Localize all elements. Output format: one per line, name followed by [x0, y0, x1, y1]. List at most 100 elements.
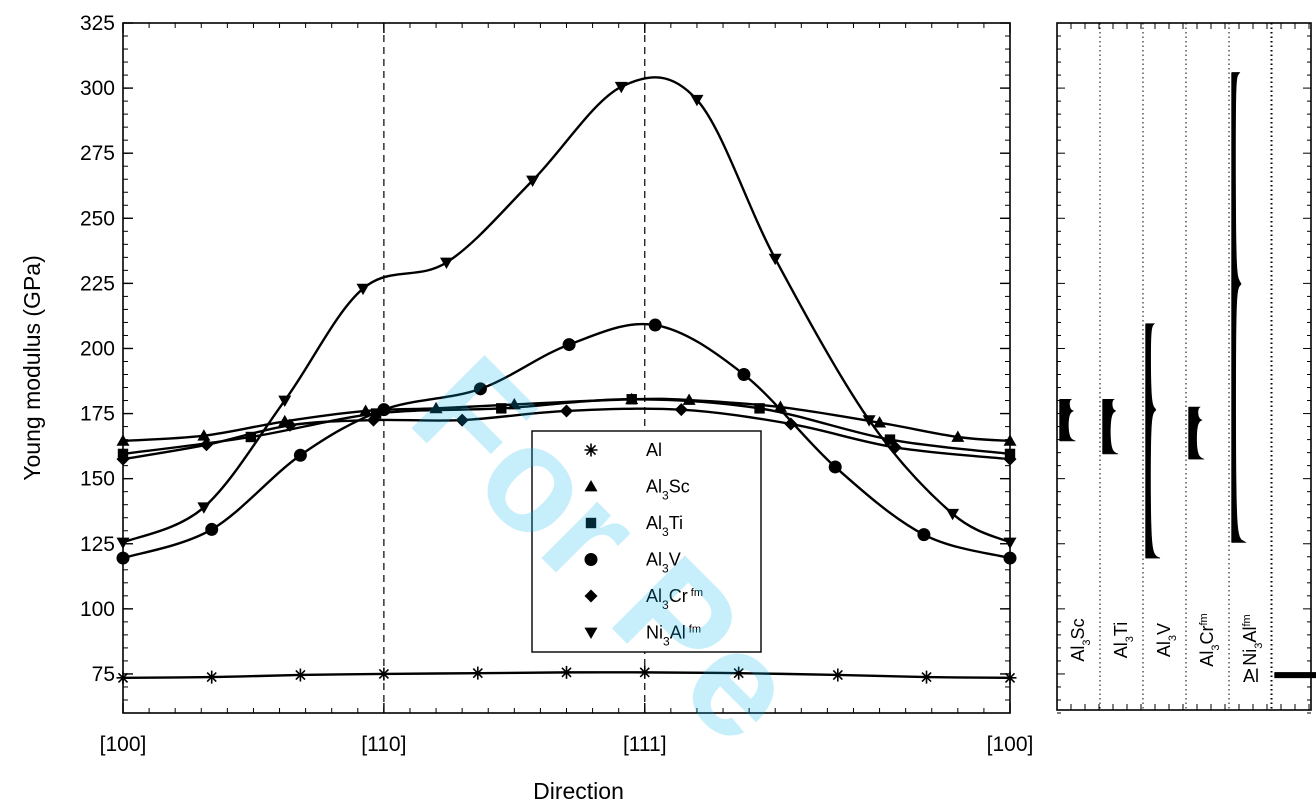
- data-point-ni3al: [439, 257, 453, 270]
- x-tick-label: [100]: [987, 733, 1034, 756]
- data-point-al: [377, 667, 391, 681]
- data-point-al3sc: [873, 416, 887, 428]
- data-point-al3v: [828, 460, 842, 474]
- y-axis-title: Young modulus (GPa): [19, 255, 45, 480]
- legend-marker-al3cr: [584, 589, 598, 603]
- data-point-ni3al: [614, 81, 628, 94]
- data-point-al3cr: [674, 403, 688, 417]
- data-point-al: [116, 671, 130, 685]
- data-point-al3v: [473, 382, 487, 396]
- data-point-al3v: [562, 338, 576, 352]
- y-tick-label: 100: [80, 598, 115, 621]
- data-point-al3sc: [951, 430, 965, 442]
- data-point-al3v: [917, 528, 931, 542]
- data-point-al: [920, 670, 934, 684]
- distribution-4: [1231, 72, 1247, 543]
- y-tick-label: 275: [80, 142, 115, 165]
- legend-box: [531, 430, 762, 653]
- legend: Al Al3Sc Al3Ti Al3V Al3Cr fm Ni3Al fm: [531, 430, 762, 653]
- side-label-2: Al3V: [1154, 623, 1179, 657]
- data-point-al3sc: [197, 429, 211, 441]
- data-point-al: [205, 670, 219, 684]
- data-point-al: [1003, 671, 1017, 685]
- distribution-5: [1274, 672, 1316, 679]
- distribution-area-0: [1059, 398, 1076, 442]
- x-tick-label: [100]: [100, 733, 147, 756]
- legend-marker-al3sc: [584, 480, 598, 492]
- data-point-al3v: [205, 522, 219, 536]
- y-tick-label: 250: [80, 207, 115, 230]
- series-al: [116, 665, 1017, 685]
- y-tick-label: 175: [80, 403, 115, 426]
- data-point-ni3al: [946, 508, 960, 521]
- main-plot: 75 100 125 150 175 200 225 250 275 300 325 [100] [11…: [19, 12, 1033, 803]
- distribution-2: [1145, 323, 1161, 559]
- data-point-al: [293, 668, 307, 682]
- data-point-al3ti: [754, 403, 765, 414]
- data-point-al3ti: [626, 394, 637, 405]
- legend-marker-al: [584, 443, 598, 457]
- data-point-ni3al: [862, 415, 876, 427]
- data-point-al3ti: [245, 431, 257, 443]
- data-point-al3cr: [366, 413, 380, 427]
- y-tick-label: 125: [80, 533, 115, 556]
- distribution-area-2: [1145, 323, 1161, 559]
- legend-label-al3ti: Al3Ti: [646, 513, 683, 539]
- data-point-al3sc: [359, 404, 373, 416]
- data-point-ni3al: [356, 283, 370, 296]
- y-tick-label: 200: [80, 337, 115, 360]
- data-point-al3v: [377, 403, 391, 417]
- y-tick-label: 300: [80, 77, 115, 100]
- x-axis-title: Direction: [533, 778, 624, 803]
- side-label-3: Al3Crfm: [1197, 613, 1222, 666]
- data-point-al3ti: [496, 403, 507, 414]
- distribution-0: [1059, 398, 1076, 442]
- data-point-al3v: [737, 368, 751, 382]
- y-tick-label: 75: [92, 663, 115, 686]
- series-ni3al: [116, 76, 1017, 549]
- data-point-al3v: [1003, 551, 1017, 565]
- data-point-al3v: [648, 318, 662, 332]
- distribution-area-5: [1274, 672, 1316, 679]
- x-tick-label: [110]: [361, 733, 406, 756]
- data-point-al: [471, 666, 485, 680]
- legend-label-al3sc: Al3Sc: [646, 477, 690, 503]
- legend-marker-ni3al: [584, 627, 598, 639]
- distribution-area-4: [1231, 72, 1247, 543]
- series-line-al3ti: [122, 398, 1011, 456]
- distribution-1: [1102, 398, 1119, 455]
- data-point-ni3al: [197, 502, 211, 514]
- x-tick-label: [111]: [623, 733, 667, 756]
- side-label-1: Al3Ti: [1111, 622, 1136, 658]
- side-label-4: Ni3Alfm: [1240, 614, 1265, 665]
- data-point-al3ti: [884, 434, 896, 445]
- data-point-al3sc: [116, 434, 130, 446]
- legend-label-ni3al: Ni3Al fm: [646, 623, 701, 649]
- data-point-al3cr: [116, 452, 130, 466]
- data-point-al: [560, 665, 573, 679]
- y-tick-label: 150: [80, 468, 115, 491]
- data-point-ni3al: [526, 175, 540, 188]
- data-point-al: [831, 668, 845, 682]
- data-point-ni3al: [1003, 537, 1017, 549]
- data-point-al3cr: [199, 438, 213, 452]
- data-point-al3cr: [1003, 452, 1017, 466]
- data-point-al3cr: [784, 417, 798, 431]
- y-tick-label: 225: [80, 272, 115, 295]
- data-point-al: [732, 666, 746, 680]
- data-point-ni3al: [768, 253, 782, 266]
- data-point-ni3al: [690, 94, 704, 107]
- data-point-al3sc: [773, 400, 787, 412]
- side-frame: [1056, 22, 1312, 711]
- legend-label-al: Al: [646, 440, 662, 460]
- side-label-0: Al3Sc: [1068, 618, 1093, 661]
- series-al3cr: [116, 403, 1017, 466]
- distribution-3: [1188, 406, 1205, 460]
- series-line-al3cr: [122, 407, 1011, 461]
- data-point-al3cr: [455, 413, 469, 427]
- series-al3v: [116, 318, 1017, 565]
- data-point-al3v: [116, 551, 130, 565]
- distribution-area-1: [1102, 398, 1119, 455]
